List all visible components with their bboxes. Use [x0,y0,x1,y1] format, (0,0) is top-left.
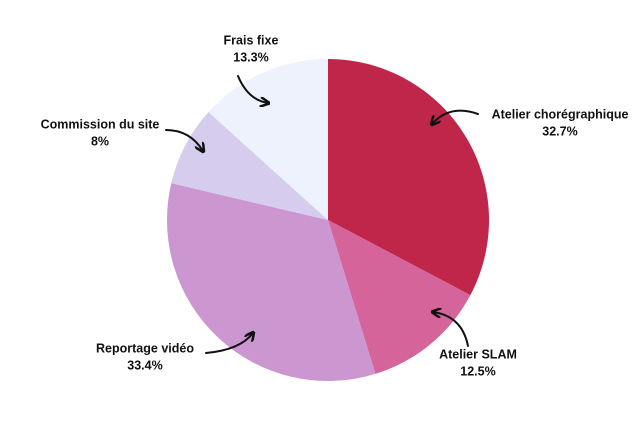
slice-label: Frais fixe [224,33,279,47]
arrow [237,75,268,103]
value-label: 8% [91,134,109,148]
slice-label: Atelier chorégraphique [492,107,629,121]
arrow [432,109,479,124]
slice [328,59,489,296]
value-label: 32.7% [542,124,577,138]
slice [208,59,328,220]
arrow [205,333,253,354]
slice [171,112,328,220]
arrows [165,75,479,354]
value-label: 13.3% [233,50,268,64]
arrow [433,312,469,347]
value-label: 33.4% [127,358,162,372]
value-label: 12.5% [460,364,495,378]
arrow [165,129,203,151]
pie [167,59,489,381]
slice-label: Reportage vidéo [96,341,194,355]
slice [328,220,471,374]
slice-label: Commission du site [41,117,160,131]
slice-label: Atelier SLAM [439,347,517,361]
labels: Atelier chorégraphique 32.7% Atelier SLAM 1… [41,33,629,378]
slice [167,183,376,381]
